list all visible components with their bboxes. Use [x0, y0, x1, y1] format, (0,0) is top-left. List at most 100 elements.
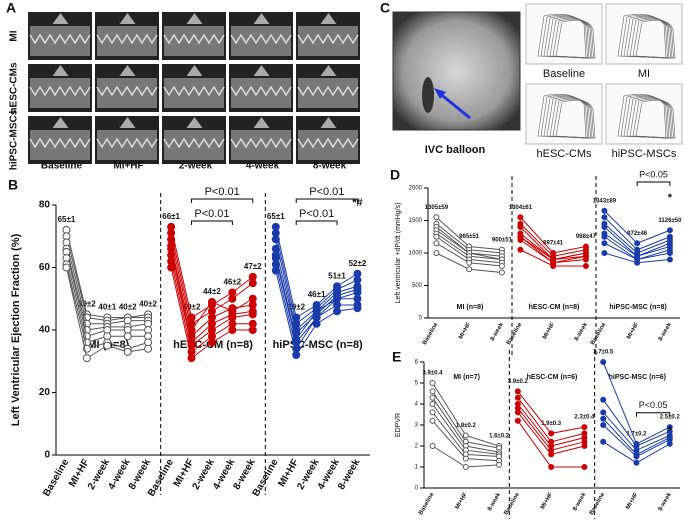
loop-label: hiPSC-MSCs [612, 148, 677, 160]
data-point [353, 304, 362, 313]
column-label: 2-week [179, 161, 213, 172]
data-point [601, 240, 608, 247]
echo-trace [230, 33, 292, 45]
mean-label: 66±1 [162, 212, 180, 221]
x-tick-label: MI+HF [458, 322, 472, 341]
group-label: MI (n=8) [457, 304, 484, 311]
data-point [187, 354, 196, 363]
y-tick-label: 40 [39, 325, 51, 336]
fluoroscopy-image [392, 11, 521, 131]
data-point [517, 214, 524, 221]
echo-trace [297, 85, 359, 97]
echo-strip [298, 130, 358, 160]
data-point [601, 207, 608, 214]
p-value: P<0.01 [299, 208, 334, 220]
data-point [466, 259, 473, 266]
data-point [144, 344, 153, 353]
mean-label: 52±2 [349, 259, 367, 268]
column-label: Baseline [41, 161, 83, 172]
p-value: P<0.01 [194, 208, 229, 220]
data-point [548, 430, 555, 437]
row-label: hiPSC-MSCs [9, 109, 20, 170]
column-label: 8-week [313, 161, 347, 172]
mean-label: 40±2 [139, 299, 157, 308]
x-tick-label: MI+HF [625, 492, 639, 511]
echo-trace [297, 33, 359, 45]
group-label: MI (n=7) [453, 374, 480, 381]
significance-bracket [191, 198, 254, 203]
data-point [498, 263, 505, 269]
mean-label: 1.9±0.3 [541, 421, 562, 427]
echo-strip [97, 26, 157, 56]
data-point [123, 347, 132, 356]
data-point [429, 401, 436, 407]
echo-strip [30, 26, 90, 56]
significance-bracket [636, 181, 671, 186]
y-tick-label: 80 [39, 200, 51, 211]
echo-trace [163, 85, 225, 97]
x-tick-label: MI+HF [626, 322, 640, 341]
group-label: hiPSC-MSC (n=8) [609, 304, 666, 311]
echo-sector [320, 13, 337, 24]
mean-label: 65±1 [58, 215, 76, 224]
data-point [333, 307, 342, 316]
mean-label: 46±2 [223, 278, 241, 287]
data-point [517, 237, 524, 243]
echo-trace [96, 85, 158, 97]
mean-label: 40±1 [98, 303, 116, 312]
x-tick-label: MI+HF [542, 322, 556, 341]
mean-label: 900±51 [492, 237, 513, 243]
data-point [228, 294, 237, 303]
echo-sector [52, 13, 69, 24]
p-value: P<0.05 [639, 169, 668, 179]
arrow-head [434, 88, 446, 99]
data-point [514, 409, 521, 416]
y-tick-label: 6 [415, 360, 419, 366]
row-label: hESC-CMs [9, 62, 20, 114]
data-point [167, 263, 176, 272]
pv-loop [555, 19, 596, 59]
mean-label: 972±46 [627, 231, 648, 237]
data-point [666, 256, 673, 263]
data-point [462, 432, 469, 439]
echo-sector [52, 65, 69, 76]
mean-label: 1.8±0.2 [456, 423, 477, 429]
echo-sector [320, 117, 337, 128]
echo-strip [231, 130, 291, 160]
group-label: hiPSC-MSC (n=8) [273, 339, 363, 351]
echo-strip [298, 26, 358, 56]
data-point [548, 451, 555, 458]
data-point [82, 354, 91, 363]
data-point [514, 388, 521, 395]
echo-trace [96, 137, 158, 149]
data-point [228, 326, 237, 334]
loop-frame [605, 3, 683, 65]
column-label: MI+HF [113, 161, 143, 172]
echo-trace [297, 137, 359, 149]
data-point [498, 269, 505, 276]
data-point [429, 394, 436, 401]
echo-sector [119, 13, 136, 24]
data-point [292, 351, 301, 359]
data-point [550, 263, 557, 269]
mean-label: 1.6±0.2 [489, 434, 510, 440]
data-point [207, 297, 216, 306]
data-point [462, 464, 469, 470]
data-point [496, 461, 503, 468]
y-tick-label: 5 [415, 381, 419, 387]
data-point [517, 246, 524, 253]
data-point [548, 464, 555, 470]
x-tick-label: Baseline [422, 321, 440, 346]
data-point [271, 266, 280, 275]
mean-label: 1304±61 [509, 205, 533, 211]
mean-label: 965±51 [459, 234, 480, 240]
arrow [437, 90, 471, 120]
data-point [433, 240, 440, 247]
y-tick-label: 2 [415, 444, 419, 450]
echo-sector [186, 13, 203, 24]
x-tick-label: MI+HF [455, 492, 469, 511]
echo-sector [119, 65, 136, 76]
mean-label: 40±2 [119, 303, 137, 312]
mean-label: 47±2 [244, 262, 262, 271]
echo-strip [231, 78, 291, 108]
